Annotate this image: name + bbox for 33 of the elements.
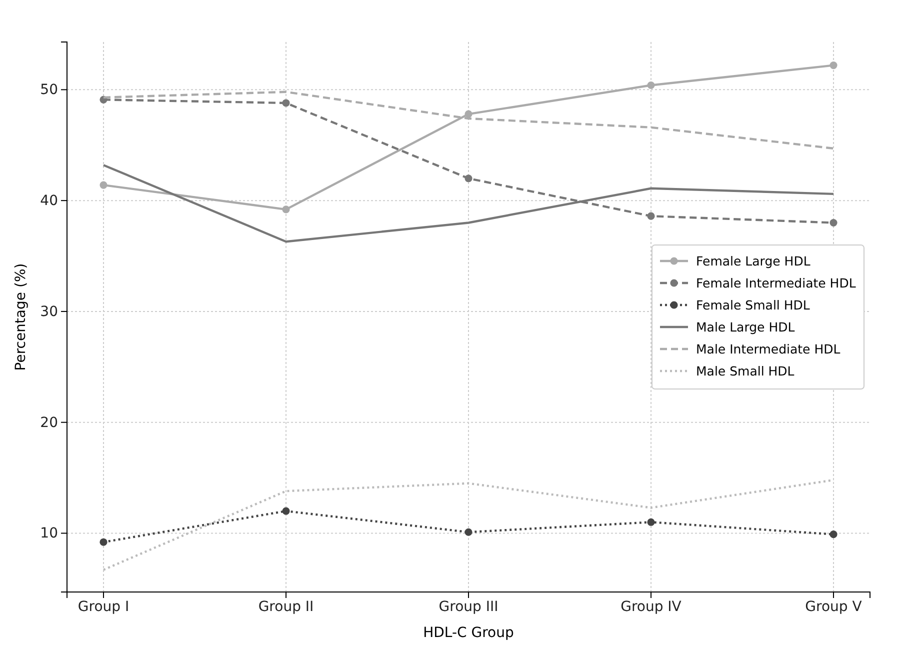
legend-label: Female Intermediate HDL (696, 276, 856, 290)
y-tick-label: 40 (40, 193, 58, 210)
line-series (102, 478, 835, 571)
point (100, 181, 108, 189)
legend-label: Male Large HDL (696, 320, 795, 334)
point (464, 174, 472, 182)
legend-label: Male Small HDL (696, 364, 794, 378)
point (647, 81, 655, 90)
y-tick-label: 20 (40, 414, 58, 431)
point (830, 62, 838, 70)
point (647, 212, 655, 220)
y-tick-label: 30 (40, 304, 58, 320)
x-axis-title: HDL-C Group (423, 625, 514, 641)
point (464, 528, 472, 536)
y-tick-label: 50 (40, 82, 58, 98)
legend-label: Male Intermediate HDL (696, 342, 840, 356)
point (830, 218, 838, 227)
y-axis-title: Percentage (%) (13, 263, 29, 371)
x-tick-label: Group IV (620, 598, 682, 615)
x-tick-label: Group III (438, 598, 498, 615)
point (464, 110, 472, 118)
point (100, 538, 108, 546)
point (830, 530, 838, 538)
x-tick-label: Group I (78, 598, 130, 615)
point (647, 518, 655, 526)
legend-label: Female Small HDL (696, 298, 810, 312)
point (282, 206, 290, 214)
legend-label: Female Large HDL (696, 254, 810, 268)
point (282, 99, 290, 107)
y-tick-label: 10 (40, 526, 58, 542)
x-tick-label: Group II (258, 598, 314, 615)
point (282, 507, 290, 515)
x-tick-label: Group V (805, 598, 862, 615)
